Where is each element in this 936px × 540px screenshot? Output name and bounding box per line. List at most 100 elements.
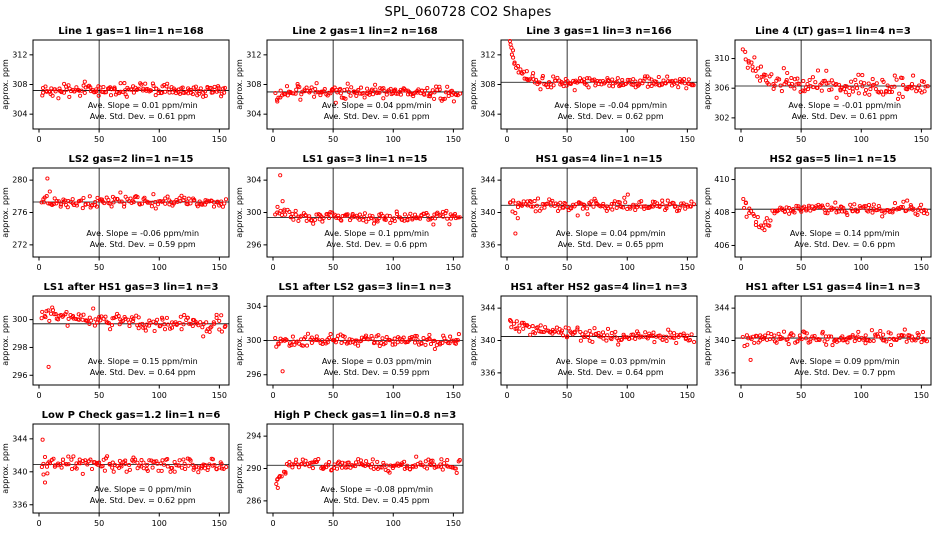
x-tick-label: 150: [212, 391, 227, 400]
scatter-plot: Line 1 gas=1 lin=1 n=168 0 50 100 150 304 308 3…: [1, 26, 230, 144]
scatter-plot: LS2 gas=2 lin=1 n=15 0 50 100 150 272 276 280ap…: [1, 154, 230, 272]
y-axis-label: approx. ppm: [1, 59, 10, 110]
annotation-slope: Ave. Slope = 0.04 ppm/min: [322, 101, 432, 110]
page-title: SPL_060728 CO2 Shapes: [384, 5, 552, 20]
x-tick-label: 150: [680, 263, 695, 272]
subplot-title: LS1 after HS1 gas=3 lin=1 n=3: [43, 282, 218, 293]
scatter-points: [39, 176, 229, 211]
y-tick-label: 336: [714, 368, 729, 377]
y-tick-label: 308: [12, 80, 27, 89]
scatter-plot: HS1 gas=4 lin=1 n=15 0 50 100 150 336 340 344ap…: [469, 154, 698, 272]
x-tick-label: 100: [386, 135, 401, 144]
subplot-title: LS2 gas=2 lin=1 n=15: [69, 154, 194, 165]
x-tick-label: 100: [620, 263, 635, 272]
y-axis-label: approx. ppm: [235, 443, 244, 494]
scatter-plot: HS1 after HS2 gas=4 lin=1 n=3 0 50 100 150 33…: [469, 282, 698, 400]
annotation-slope: Ave. Slope = -0.08 ppm/min: [320, 485, 433, 494]
subplot: HS1 after HS2 gas=4 lin=1 n=3 0 50 100 150 33…: [468, 281, 702, 409]
y-tick-label: 310: [714, 54, 729, 63]
subplot: Line 2 gas=1 lin=2 n=168 0 50 100 150 304 308 3…: [234, 25, 468, 153]
x-tick-label: 50: [562, 263, 572, 272]
y-axis-label: approx. ppm: [1, 443, 10, 494]
x-tick-label: 100: [854, 391, 869, 400]
x-tick-label: 150: [914, 263, 929, 272]
y-tick-label: 312: [480, 50, 495, 59]
annotation-stddev: Ave. Std. Dev. = 0.61 ppm: [324, 112, 430, 121]
x-tick-label: 50: [562, 391, 572, 400]
subplot: LS1 gas=3 lin=1 n=15 0 50 100 150 296 300 304 ap…: [234, 153, 468, 281]
x-tick-label: 0: [738, 135, 743, 144]
x-tick-label: 0: [738, 391, 743, 400]
subplot: Low P Check gas=1.2 lin=1 n=6 0 50 100 150 33…: [0, 409, 234, 537]
subplot-title: Line 3 gas=1 lin=3 n=166: [526, 26, 672, 37]
scatter-points: [507, 192, 697, 236]
annotation-slope: Ave. Slope = 0.01 ppm/min: [88, 101, 198, 110]
y-tick-label: 312: [12, 50, 27, 59]
x-tick-label: 0: [36, 263, 41, 272]
x-tick-label: 0: [270, 391, 275, 400]
x-tick-label: 0: [270, 135, 275, 144]
scatter-points: [39, 305, 228, 369]
annotation-slope: Ave. Slope = 0.1 ppm/min: [324, 229, 429, 238]
x-tick-label: 150: [212, 263, 227, 272]
scatter-points: [740, 47, 930, 101]
y-axis-label: approx. ppm: [703, 315, 712, 366]
annotation-stddev: Ave. Std. Dev. = 0.6 ppm: [794, 240, 895, 249]
scatter-points: [273, 331, 461, 374]
annotation-slope: Ave. Slope = 0.04 ppm/min: [556, 229, 666, 238]
y-axis-label: approx. ppm: [1, 187, 10, 238]
subplot: LS1 after HS1 gas=3 lin=1 n=3 0 50 100 150 29…: [0, 281, 234, 409]
y-axis-label: approx. ppm: [703, 59, 712, 110]
subplot: Line 1 gas=1 lin=1 n=168 0 50 100 150 304 308 3…: [0, 25, 234, 153]
subplot-title: High P Check gas=1 lin=0.8 n=3: [274, 410, 456, 421]
y-tick-label: 344: [480, 176, 495, 185]
y-tick-label: 302: [714, 113, 729, 122]
y-axis-label: approx. ppm: [469, 187, 478, 238]
scatter-points: [39, 437, 229, 485]
y-tick-label: 344: [480, 304, 495, 313]
plot-grid: Line 1 gas=1 lin=1 n=168 0 50 100 150 304 308 3…: [0, 25, 936, 537]
subplot-title: HS1 after LS1 gas=4 lin=1 n=3: [745, 282, 920, 293]
y-tick-label: 296: [12, 371, 27, 380]
x-tick-label: 150: [446, 135, 461, 144]
y-tick-label: 344: [714, 304, 729, 313]
scatter-plot: LS1 after LS2 gas=3 lin=1 n=3 0 50 100 150 29…: [235, 282, 464, 400]
annotation-slope: Ave. Slope = 0.03 ppm/min: [322, 357, 432, 366]
x-tick-label: 50: [328, 135, 338, 144]
y-tick-label: 304: [480, 110, 495, 119]
subplot: HS1 after LS1 gas=4 lin=1 n=3 0 50 100 150 33…: [702, 281, 936, 409]
y-tick-label: 296: [246, 370, 261, 379]
scatter-plot: Line 4 (LT) gas=1 lin=4 n=3 0 50 100 150 302 3…: [703, 26, 932, 144]
annotation-slope: Ave. Slope = 0 ppm/min: [94, 485, 191, 494]
annotation-slope: Ave. Slope = 0.14 ppm/min: [790, 229, 900, 238]
x-tick-label: 150: [914, 391, 929, 400]
y-tick-label: 286: [246, 496, 261, 505]
y-tick-label: 340: [714, 336, 729, 345]
y-tick-label: 336: [480, 368, 495, 377]
x-tick-label: 0: [504, 391, 509, 400]
y-tick-label: 306: [714, 84, 729, 93]
scatter-points: [741, 196, 930, 233]
y-tick-label: 300: [12, 315, 27, 324]
x-tick-label: 50: [796, 135, 806, 144]
scatter-plot: Line 3 gas=1 lin=3 n=166 0 50 100 150 304 308 3…: [469, 26, 698, 144]
scatter-plot: HS1 after LS1 gas=4 lin=1 n=3 0 50 100 150 33…: [703, 282, 932, 400]
scatter-plot: Line 2 gas=1 lin=2 n=168 0 50 100 150 304 308 3…: [235, 26, 464, 144]
subplot: HS2 gas=5 lin=1 n=15 0 50 100 150 406 408 410 ap…: [702, 153, 936, 281]
y-tick-label: 340: [480, 208, 495, 217]
scatter-plot: LS1 after HS1 gas=3 lin=1 n=3 0 50 100 150 29…: [1, 282, 230, 400]
subplot-title: Low P Check gas=1.2 lin=1 n=6: [42, 410, 221, 421]
x-tick-label: 50: [796, 391, 806, 400]
x-tick-label: 0: [270, 519, 275, 528]
x-tick-label: 50: [94, 391, 104, 400]
y-tick-label: 344: [12, 434, 27, 443]
x-tick-label: 100: [386, 519, 401, 528]
scatter-plot: LS1 gas=3 lin=1 n=15 0 50 100 150 296 300 304ap…: [235, 154, 464, 272]
subplot: High P Check gas=1 lin=0.8 n=3 0 50 100 150 2…: [234, 409, 468, 537]
y-tick-label: 312: [246, 50, 261, 59]
x-tick-label: 50: [94, 519, 104, 528]
y-axis-label: approx. ppm: [235, 187, 244, 238]
y-tick-label: 298: [12, 343, 27, 352]
annotation-stddev: Ave. Std. Dev. = 0.62 ppm: [558, 112, 664, 121]
scatter-points: [507, 38, 696, 93]
